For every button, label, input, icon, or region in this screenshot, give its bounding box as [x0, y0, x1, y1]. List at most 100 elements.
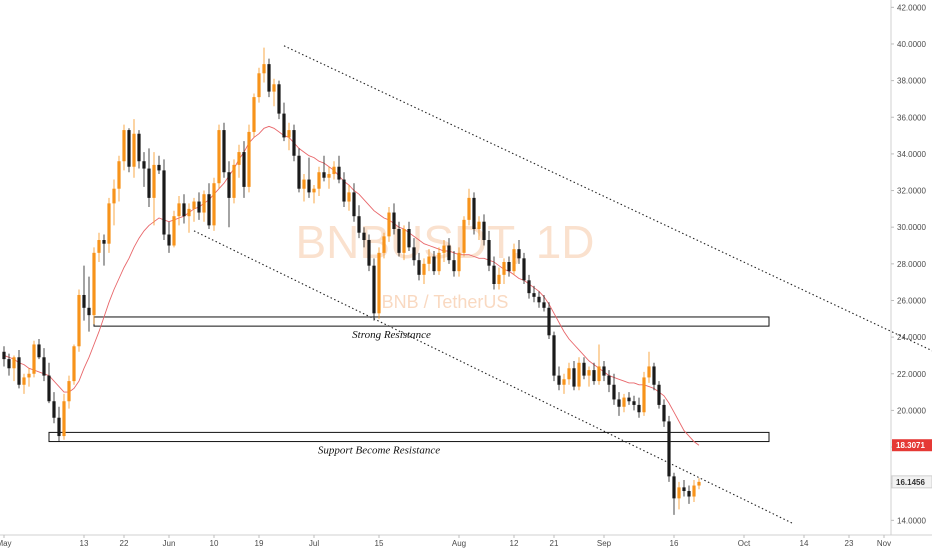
x-tick-label: 23: [845, 539, 854, 548]
candle-body: [662, 404, 666, 422]
candle-body: [97, 240, 101, 253]
candle: [27, 368, 31, 387]
candle: [557, 366, 561, 391]
candle: [657, 381, 661, 409]
candle-body: [232, 164, 236, 198]
x-tick-label: 16: [670, 539, 679, 548]
candle: [207, 183, 211, 230]
candle: [77, 289, 81, 352]
candle: [452, 251, 456, 277]
y-tick-label: 30.0000: [897, 223, 926, 232]
candle: [172, 210, 176, 248]
candle: [597, 344, 601, 385]
candle-body: [67, 381, 71, 402]
candle: [482, 214, 486, 246]
x-tick-label: Sep: [597, 539, 612, 548]
candle-body: [422, 263, 426, 275]
candle: [407, 221, 411, 252]
candle-body: [122, 130, 126, 162]
candle: [582, 357, 586, 380]
candle: [247, 124, 251, 193]
candle: [602, 360, 606, 382]
y-tick-label: 24.0000: [897, 333, 926, 342]
candle: [497, 267, 501, 290]
candle-body: [282, 113, 286, 138]
candle: [662, 399, 666, 427]
candle: [92, 247, 96, 325]
candle-body: [62, 401, 66, 437]
trendline: [283, 45, 932, 352]
candle: [37, 338, 41, 360]
y-tick-label: 26.0000: [897, 296, 926, 305]
candle: [182, 194, 186, 224]
candle-body: [587, 370, 591, 376]
candle: [432, 251, 436, 275]
candle: [342, 172, 346, 208]
candle-body: [197, 201, 201, 213]
candle: [642, 371, 646, 416]
candle: [302, 174, 306, 202]
candle-body: [362, 232, 366, 241]
candle-body: [147, 168, 151, 198]
candle-body: [172, 216, 176, 246]
candle: [647, 351, 651, 383]
candle: [297, 148, 301, 193]
candle: [137, 130, 141, 169]
candle: [377, 247, 381, 319]
candle: [232, 159, 236, 204]
candle-body: [427, 256, 431, 264]
candle-body: [502, 262, 506, 275]
candle-body: [672, 476, 676, 499]
candle-body: [42, 357, 46, 376]
candle: [147, 148, 151, 208]
candle-body: [497, 274, 501, 284]
candle-body: [27, 373, 31, 378]
x-axis[interactable]: May 13 22 Jun 10 19 Jul 15 Aug 12 21 Sep 16 Oct 14 23 No…: [0, 535, 891, 548]
candle-body: [522, 258, 526, 281]
candle-body: [487, 240, 491, 266]
x-tick-label: Jul: [309, 539, 319, 548]
candle-body: [437, 252, 441, 272]
candle: [527, 274, 531, 299]
x-tick-label: 15: [375, 539, 384, 548]
candle: [622, 393, 626, 413]
candle-body: [602, 366, 606, 376]
candle: [2, 346, 6, 367]
candle-body: [402, 229, 406, 253]
candle: [387, 207, 391, 242]
candle-body: [107, 203, 111, 244]
candle: [587, 366, 591, 387]
y-tick-label: 40.0000: [897, 40, 926, 49]
candle-body: [357, 216, 361, 233]
y-tick-label: 34.0000: [897, 150, 926, 159]
candle: [672, 472, 676, 515]
candle: [372, 258, 376, 321]
candle: [142, 152, 146, 187]
candle-body: [457, 252, 461, 272]
candle-body: [572, 368, 576, 387]
candle-body: [567, 368, 571, 380]
candle: [502, 258, 506, 284]
candle-body: [692, 485, 696, 497]
candle-body: [32, 344, 36, 374]
candle-body: [682, 487, 686, 492]
candle: [507, 256, 511, 277]
candle: [537, 291, 541, 308]
candle: [327, 166, 331, 189]
candle: [697, 478, 701, 490]
candle-body: [417, 260, 421, 275]
candle: [47, 362, 51, 404]
candle-body: [477, 221, 481, 230]
candle: [517, 240, 521, 264]
candle: [677, 481, 681, 510]
candle: [82, 265, 86, 321]
candle: [532, 285, 536, 303]
candle: [467, 188, 471, 226]
candle-body: [302, 179, 306, 189]
candle-body: [237, 152, 241, 165]
candle-body: [652, 366, 656, 385]
candle: [637, 397, 641, 418]
